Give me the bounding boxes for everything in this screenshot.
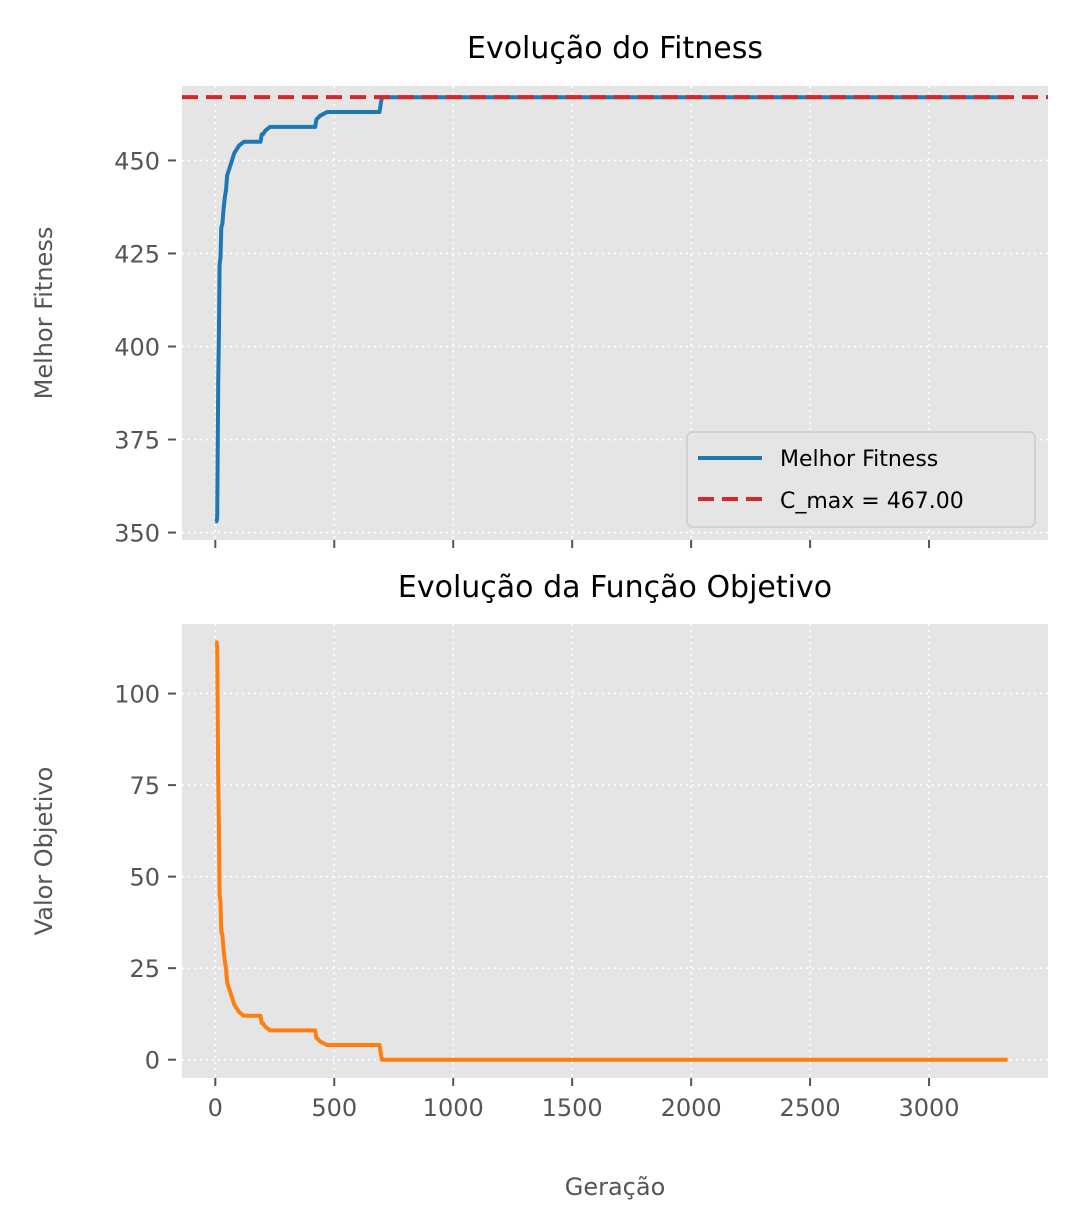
objective-x-tick-label: 1500 xyxy=(542,1094,603,1122)
objective-y-axis-label: Valor Objetivo xyxy=(30,767,58,936)
fitness-x-axis xyxy=(214,540,931,548)
objective-x-axis: 0 500 1000 1500 2000 2500 3000 xyxy=(208,1078,960,1122)
objective-y-tick-label: 75 xyxy=(129,772,160,800)
objective-series xyxy=(214,640,1008,1062)
fitness-legend: Melhor Fitness C_max = 467.00 xyxy=(686,431,1036,528)
objective-x-tick-label: 2000 xyxy=(661,1094,722,1122)
objective-chart-title: Evolução da Função Objetivo xyxy=(398,570,832,605)
objective-x-axis-label: Geração xyxy=(565,1173,666,1201)
objective-chart: Evolução da Função Objetivo 0 25 50 75 100 0… xyxy=(30,570,1048,1201)
legend-label-c-max: C_max = 467.00 xyxy=(780,489,964,514)
objective-x-tick-label: 2500 xyxy=(780,1094,841,1122)
fitness-series xyxy=(182,95,1048,524)
objective-x-tick-label: 3000 xyxy=(899,1094,960,1122)
objective-x-tick-label: 0 xyxy=(208,1094,223,1122)
objective-y-tick-label: 100 xyxy=(114,681,160,709)
fitness-y-tick-label: 425 xyxy=(114,240,160,268)
fitness-chart-title: Evolução do Fitness xyxy=(467,31,763,66)
legend-label-melhor-fitness: Melhor Fitness xyxy=(780,447,938,472)
fitness-y-axis-label: Melhor Fitness xyxy=(30,227,58,400)
objective-y-tick-label: 0 xyxy=(145,1047,160,1075)
fitness-y-tick-label: 450 xyxy=(114,147,160,175)
objective-x-tick-label: 1000 xyxy=(423,1094,484,1122)
objective-plot-area xyxy=(182,624,1048,1078)
objective-y-tick-label: 25 xyxy=(129,955,160,983)
fitness-y-tick-label: 350 xyxy=(114,520,160,548)
objective-line xyxy=(214,640,1008,1062)
fitness-y-axis: 350 375 400 425 450 xyxy=(114,147,176,548)
fitness-y-tick-label: 375 xyxy=(114,427,160,455)
legend-box xyxy=(686,431,1036,528)
objective-y-tick-label: 50 xyxy=(129,864,160,892)
objective-y-axis: 0 25 50 75 100 xyxy=(114,681,176,1075)
fitness-chart: Evolução do Fitness 350 375 400 425 450 Melh… xyxy=(30,31,1048,548)
fitness-y-tick-label: 400 xyxy=(114,333,160,361)
objective-x-tick-label: 500 xyxy=(311,1094,357,1122)
fitness-line xyxy=(214,95,1008,524)
